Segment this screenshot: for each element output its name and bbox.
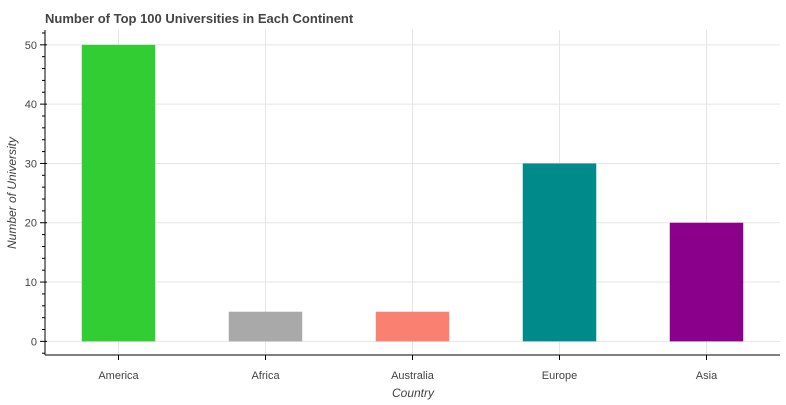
x-tick-label-america: America [98,370,139,382]
y-axis-title: Number of University [5,136,19,249]
x-tick-label-asia: Asia [696,370,718,382]
y-ticks: 0 10 20 30 40 50 [25,32,47,354]
bar-australia [375,311,450,342]
bar-asia [669,222,744,342]
bar-america [81,44,156,342]
gridlines [45,30,780,355]
bar-africa [228,311,303,342]
chart-title: Number of Top 100 Universities in Each C… [45,11,354,26]
y-tick-label: 50 [25,40,37,52]
x-tick-label-africa: Africa [251,370,280,382]
y-tick-label: 30 [25,158,37,170]
bars [81,44,744,342]
bar-europe [522,163,597,342]
x-ticks: America Africa Australia Europe Asia [98,355,718,382]
y-tick-label: 20 [25,218,37,230]
x-tick-label-europe: Europe [542,370,577,382]
y-tick-label: 10 [25,277,37,289]
x-axis-title: Country [392,386,435,400]
x-tick-label-australia: Australia [391,370,435,382]
y-tick-label: 40 [25,99,37,111]
y-tick-label: 0 [31,336,37,348]
